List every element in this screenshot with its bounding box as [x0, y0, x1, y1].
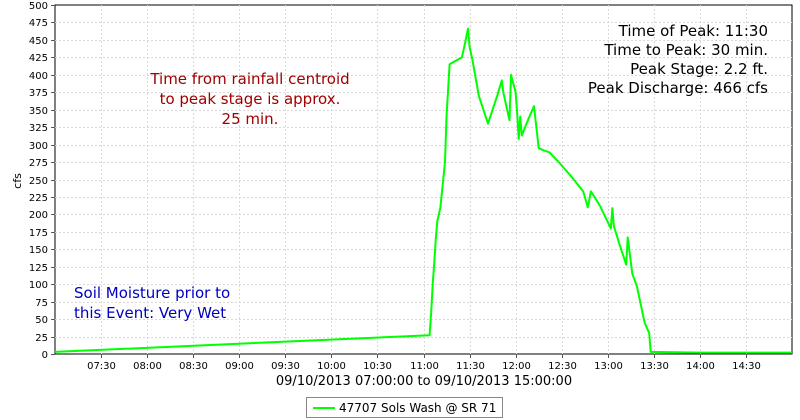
x-tick-label: 13:00 [594, 361, 623, 372]
y-tick-label: 425 [29, 53, 48, 64]
y-tick-label: 350 [29, 106, 48, 117]
y-tick-label: 0 [42, 350, 48, 361]
soil-note-line-1: Soil Moisture prior to [74, 284, 230, 302]
centroid-note-line-3: 25 min. [222, 110, 279, 128]
x-tick-label: 07:30 [87, 361, 116, 372]
y-tick-label: 325 [29, 123, 48, 134]
x-tick-label: 11:00 [410, 361, 439, 372]
legend-swatch [313, 406, 335, 409]
soil-moisture-annotation: Soil Moisture prior to this Event: Very … [74, 284, 230, 322]
x-tick-label: 08:30 [179, 361, 208, 372]
y-tick-label: 75 [35, 298, 48, 309]
x-tick-label: 10:00 [317, 361, 346, 372]
legend: 47707 Sols Wash @ SR 71 [306, 397, 504, 418]
y-tick-label: 500 [29, 1, 48, 12]
peak-info-line-3: Peak Stage: 2.2 ft. [630, 60, 768, 78]
peak-info-line-4: Peak Discharge: 466 cfs [588, 79, 768, 97]
centroid-note-line-1: Time from rainfall centroid [149, 70, 349, 88]
y-tick-label: 100 [29, 280, 48, 291]
x-axis-ticks: 07:30 08:00 08:30 09:00 09:30 10:00 10:30 11:00… [87, 354, 761, 372]
y-tick-label: 25 [35, 333, 48, 344]
y-tick-label: 275 [29, 158, 48, 169]
series-line-sols-wash [54, 27, 792, 354]
x-tick-label: 08:00 [133, 361, 162, 372]
y-tick-label: 250 [29, 176, 48, 187]
peak-info-annotation: Time of Peak: 11:30 Time to Peak: 30 min… [588, 22, 768, 97]
y-tick-label: 475 [29, 18, 48, 29]
y-tick-label: 125 [29, 263, 48, 274]
y-tick-label: 375 [29, 88, 48, 99]
centroid-note-line-2: to peak stage is approx. [160, 90, 341, 108]
y-axis-label: cfs [11, 173, 24, 189]
centroid-annotation: Time from rainfall centroid to peak stag… [149, 70, 349, 128]
y-tick-label: 50 [35, 315, 48, 326]
x-tick-label: 11:30 [456, 361, 485, 372]
y-tick-label: 300 [29, 141, 48, 152]
y-tick-label: 175 [29, 228, 48, 239]
x-tick-label: 13:30 [640, 361, 669, 372]
legend-label: 47707 Sols Wash @ SR 71 [339, 400, 497, 415]
x-axis-title: 09/10/2013 07:00:00 to 09/10/2013 15:00:… [276, 374, 572, 389]
x-tick-label: 09:30 [271, 361, 300, 372]
plot-background [54, 4, 793, 355]
peak-info-line-1: Time of Peak: 11:30 [618, 22, 768, 40]
grid-lines [55, 5, 792, 354]
x-tick-label: 10:30 [363, 361, 392, 372]
series-layer [54, 27, 792, 354]
y-tick-label: 400 [29, 71, 48, 82]
x-tick-label: 14:00 [686, 361, 715, 372]
y-tick-label: 200 [29, 210, 48, 221]
x-tick-label: 14:30 [732, 361, 761, 372]
y-tick-label: 150 [29, 245, 48, 256]
y-tick-label: 225 [29, 193, 48, 204]
y-axis-ticks: 0 25 50 75 100 125 150 175 200 225 250 275 300 325 350… [29, 1, 55, 361]
x-tick-label: 12:00 [502, 361, 531, 372]
y-tick-label: 450 [29, 36, 48, 47]
x-tick-label: 12:30 [548, 361, 577, 372]
peak-info-line-2: Time to Peak: 30 min. [603, 41, 768, 59]
soil-note-line-2: this Event: Very Wet [74, 304, 226, 322]
x-tick-label: 09:00 [225, 361, 254, 372]
